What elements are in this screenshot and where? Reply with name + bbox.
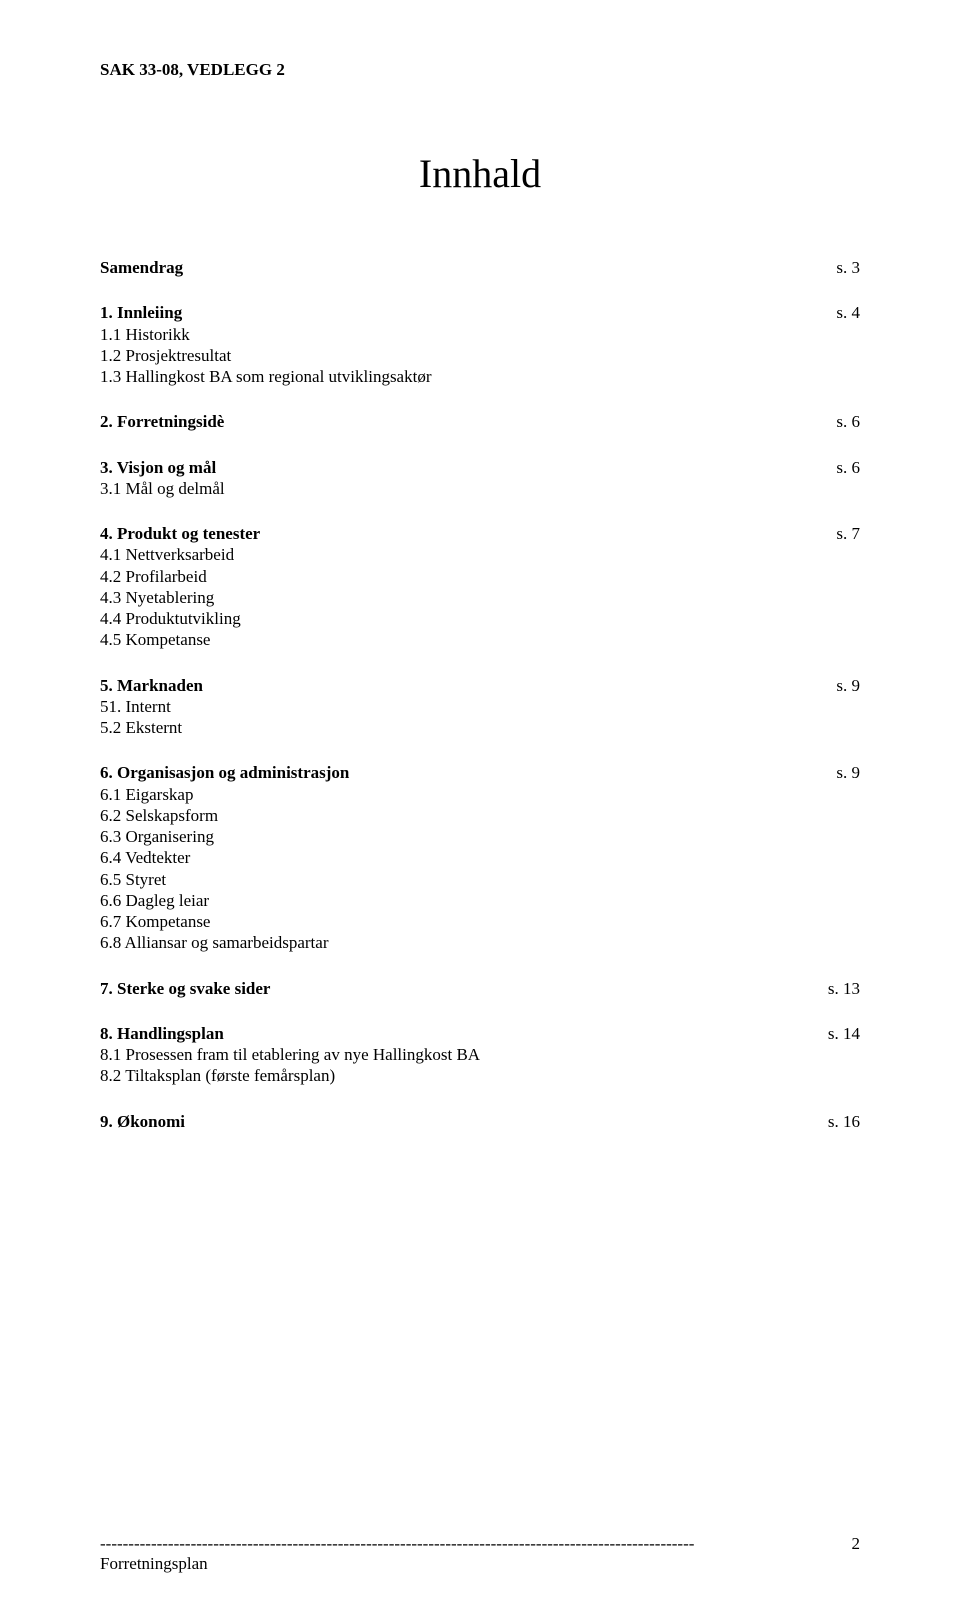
toc-s6-sub7: 6.7 Kompetanse [100, 911, 860, 932]
footer-label: Forretningsplan [100, 1554, 860, 1574]
toc-s3: 3. Visjon og mål [100, 457, 816, 478]
toc-s5-sub2: 5.2 Eksternt [100, 717, 860, 738]
toc-s6-sub2: 6.2 Selskapsform [100, 805, 860, 826]
footer: ----------------------------------------… [100, 1534, 860, 1574]
toc-s4-sub5: 4.5 Kompetanse [100, 629, 860, 650]
toc-samendrag: Samendrag [100, 257, 816, 278]
toc-s5-sub1: 51. Internt [100, 696, 860, 717]
toc-s6-sub5: 6.5 Styret [100, 869, 860, 890]
toc-s4-sub4: 4.4 Produktutvikling [100, 608, 860, 629]
toc-s4-page: s. 7 [816, 523, 860, 544]
toc-s3-sub1: 3.1 Mål og delmål [100, 478, 860, 499]
footer-pagenum: 2 [844, 1534, 861, 1554]
toc-s4-sub3: 4.3 Nyetablering [100, 587, 860, 608]
toc-s6-sub1: 6.1 Eigarskap [100, 784, 860, 805]
toc-s7-page: s. 13 [808, 978, 860, 999]
toc-s6-sub3: 6.3 Organisering [100, 826, 860, 847]
toc-samendrag-page: s. 3 [816, 257, 860, 278]
toc-s8-sub2: 8.2 Tiltaksplan (første femårsplan) [100, 1065, 860, 1086]
footer-dashes: ----------------------------------------… [100, 1534, 844, 1554]
toc-s1-sub3: 1.3 Hallingkost BA som regional utviklin… [100, 366, 860, 387]
toc-s4: 4. Produkt og tenester [100, 523, 816, 544]
toc-s8-page: s. 14 [808, 1023, 860, 1044]
toc-s6-sub6: 6.6 Dagleg leiar [100, 890, 860, 911]
toc-s8-sub1: 8.1 Prosessen fram til etablering av nye… [100, 1044, 860, 1065]
toc-s4-sub2: 4.2 Profilarbeid [100, 566, 860, 587]
toc-s9-page: s. 16 [808, 1111, 860, 1132]
table-of-contents: Samendrag s. 3 1. Innleiing s. 4 1.1 His… [100, 257, 860, 1132]
toc-s1: 1. Innleiing [100, 302, 816, 323]
toc-s9: 9. Økonomi [100, 1111, 808, 1132]
toc-s1-page: s. 4 [816, 302, 860, 323]
toc-s8: 8. Handlingsplan [100, 1023, 808, 1044]
toc-s2-page: s. 6 [816, 411, 860, 432]
toc-s7: 7. Sterke og svake sider [100, 978, 808, 999]
toc-s1-sub1: 1.1 Historikk [100, 324, 860, 345]
toc-s6-page: s. 9 [816, 762, 860, 783]
toc-s4-sub1: 4.1 Nettverksarbeid [100, 544, 860, 565]
toc-s2: 2. Forretningsidè [100, 411, 816, 432]
toc-s6: 6. Organisasjon og administrasjon [100, 762, 816, 783]
toc-s3-page: s. 6 [816, 457, 860, 478]
toc-s6-sub4: 6.4 Vedtekter [100, 847, 860, 868]
page-title: Innhald [100, 150, 860, 197]
toc-s1-sub2: 1.2 Prosjektresultat [100, 345, 860, 366]
toc-s5: 5. Marknaden [100, 675, 816, 696]
doc-header: SAK 33-08, VEDLEGG 2 [100, 60, 860, 80]
toc-s5-page: s. 9 [816, 675, 860, 696]
toc-s6-sub8: 6.8 Alliansar og samarbeidspartar [100, 932, 860, 953]
